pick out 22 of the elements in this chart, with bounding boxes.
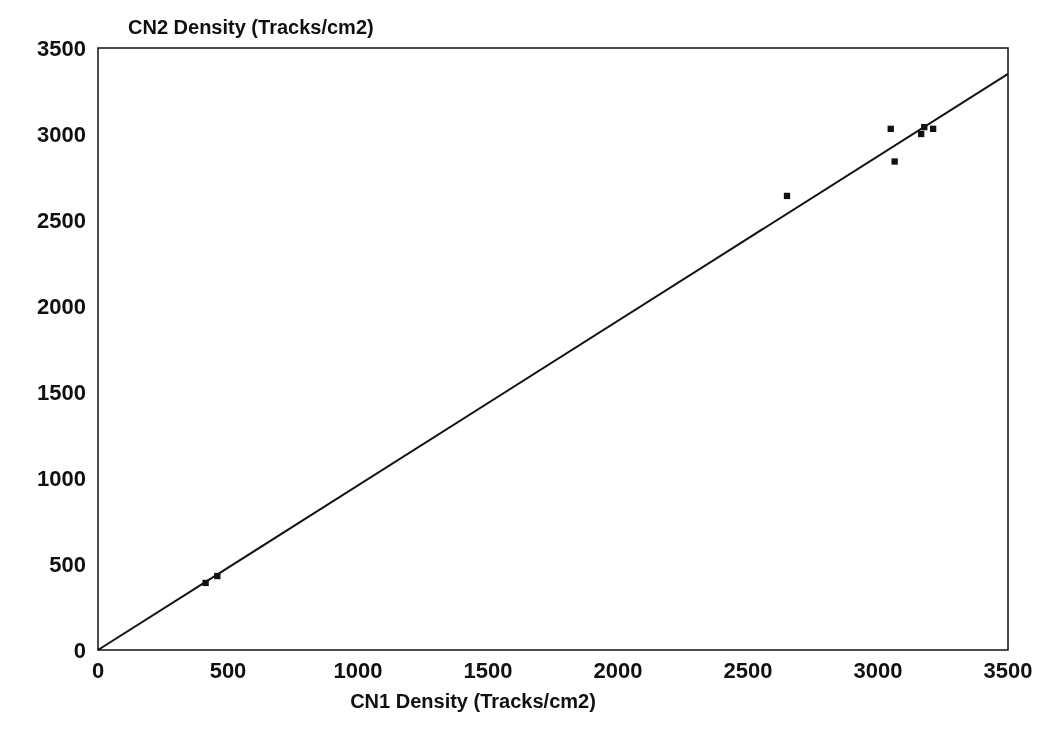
y-tick-label: 2000 bbox=[37, 294, 86, 319]
x-axis-title: CN1 Density (Tracks/cm2) bbox=[350, 690, 596, 712]
x-tick-label: 500 bbox=[209, 658, 247, 683]
x-tick-label: 2500 bbox=[723, 658, 773, 683]
point bbox=[783, 192, 791, 200]
y-tick-label: 0 bbox=[73, 638, 86, 663]
x-tick-label: 1000 bbox=[333, 658, 383, 683]
y-axis-title: CN2 Density (Tracks/cm2) bbox=[128, 16, 374, 38]
point bbox=[929, 125, 937, 132]
y-tick-label: 1000 bbox=[37, 466, 86, 491]
y-tick-label: 1500 bbox=[37, 380, 86, 405]
point bbox=[891, 158, 898, 165]
point bbox=[887, 125, 894, 132]
x-tick-label: 3000 bbox=[853, 658, 903, 683]
y-tick-label: 3500 bbox=[37, 36, 86, 61]
y-tick-label: 500 bbox=[49, 552, 86, 577]
x-tick-label: 2000 bbox=[593, 658, 643, 683]
x-tick-label: 0 bbox=[91, 658, 105, 683]
y-tick-label: 3000 bbox=[37, 122, 86, 147]
x-tick-label: 1500 bbox=[463, 658, 513, 683]
y-tick-label: 2500 bbox=[37, 208, 86, 233]
x-tick-label: 3500 bbox=[983, 658, 1033, 683]
